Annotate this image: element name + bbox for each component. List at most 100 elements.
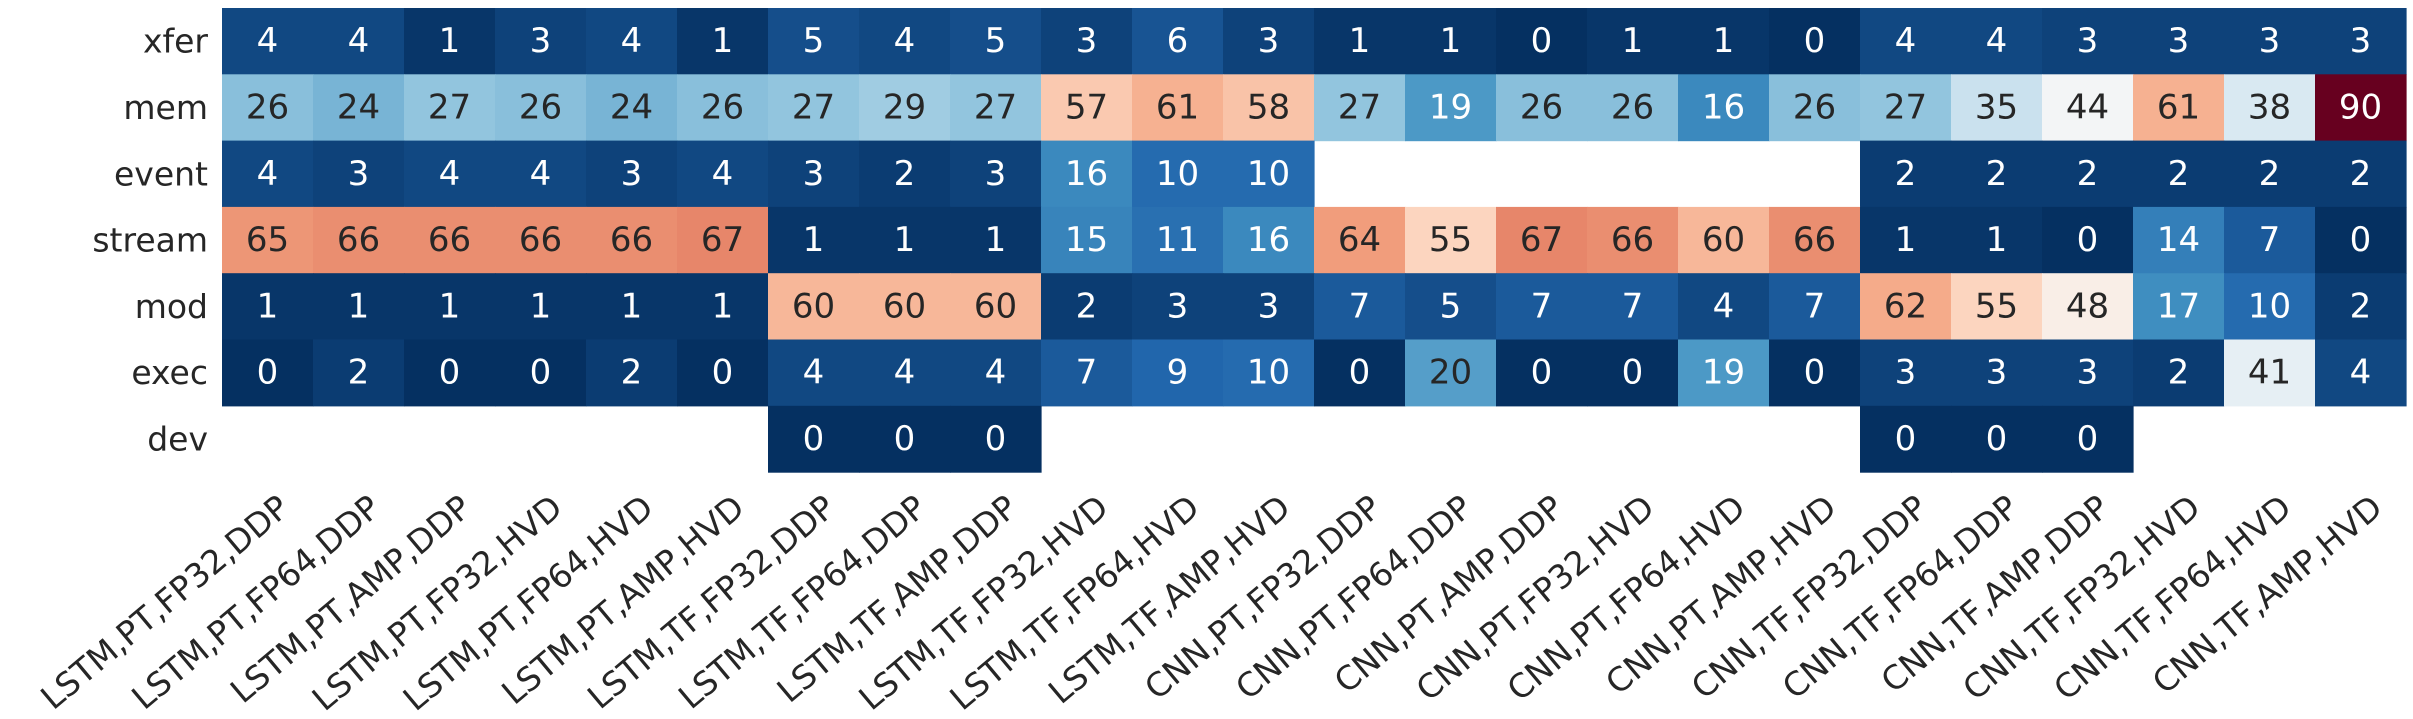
cell-value-label: 0 bbox=[1531, 353, 1553, 393]
cell-value-label: 0 bbox=[1349, 353, 1371, 393]
heatmap-cell bbox=[2133, 339, 2225, 407]
heatmap-cell bbox=[2042, 405, 2134, 473]
heatmap-cell bbox=[586, 339, 678, 407]
heatmap-cell bbox=[859, 8, 951, 75]
heatmap-cell bbox=[2133, 273, 2225, 341]
cell-value-label: 0 bbox=[2077, 220, 2099, 260]
cell-value-label: 55 bbox=[1975, 286, 2018, 326]
heatmap-cell bbox=[677, 74, 769, 142]
heatmap-cell bbox=[1587, 8, 1679, 75]
cell-value-label: 1 bbox=[1349, 21, 1371, 61]
cell-value-label: 1 bbox=[621, 286, 643, 326]
cell-value-label: 1 bbox=[530, 286, 552, 326]
heatmap-cell bbox=[586, 74, 678, 142]
heatmap-cell bbox=[677, 206, 769, 274]
heatmap-cell bbox=[1769, 273, 1861, 341]
cell-value-label: 3 bbox=[621, 154, 643, 194]
heatmap-cell bbox=[1496, 206, 1588, 274]
heatmap-cell bbox=[1223, 339, 1315, 407]
heatmap-cell bbox=[1041, 74, 1133, 142]
cell-value-label: 1 bbox=[439, 286, 461, 326]
heatmap-cell bbox=[768, 140, 860, 208]
cell-value-label: 1 bbox=[985, 220, 1007, 260]
heatmap-cells: 4 4 1 3 4 1 5 4 5 3 6 3 1 1 0 1 1 0 4 4 3 3 3 326 24 27 26 24 26 27 29… bbox=[222, 8, 2407, 473]
heatmap-cell bbox=[1496, 273, 1588, 341]
cell-value-label: 3 bbox=[1167, 286, 1189, 326]
cell-value-label: 4 bbox=[1895, 21, 1917, 61]
heatmap-cell bbox=[404, 206, 496, 274]
cell-value-label: 16 bbox=[1702, 87, 1745, 127]
cell-value-label: 66 bbox=[428, 220, 471, 260]
heatmap-cell bbox=[1769, 339, 1861, 407]
heatmap-cell bbox=[1314, 8, 1406, 75]
cell-value-label: 3 bbox=[2168, 21, 2190, 61]
cell-value-label: 1 bbox=[439, 21, 461, 61]
cell-value-label: 26 bbox=[1611, 87, 1654, 127]
heatmap-cell bbox=[677, 339, 769, 407]
heatmap-cell bbox=[1223, 8, 1315, 75]
cell-value-label: 66 bbox=[519, 220, 562, 260]
row-label: dev bbox=[147, 419, 208, 458]
heatmap-cell bbox=[1314, 339, 1406, 407]
row-labels: xfer mem event stream mod exec dev bbox=[92, 22, 208, 459]
cell-value-label: 5 bbox=[803, 21, 825, 61]
heatmap-cell bbox=[1951, 405, 2043, 473]
heatmap-cell bbox=[2042, 8, 2134, 75]
heatmap-cell bbox=[495, 140, 587, 208]
heatmap-cell bbox=[677, 8, 769, 75]
cell-value-label: 66 bbox=[337, 220, 380, 260]
cell-value-label: 27 bbox=[792, 87, 835, 127]
heatmap-cell bbox=[495, 8, 587, 75]
cell-value-label: 0 bbox=[1895, 419, 1917, 459]
cell-value-label: 26 bbox=[519, 87, 562, 127]
cell-value-label: 27 bbox=[1338, 87, 1381, 127]
heatmap-cell bbox=[1860, 405, 1952, 473]
heatmap-cell bbox=[1405, 339, 1497, 407]
cell-value-label: 66 bbox=[1611, 220, 1654, 260]
cell-value-label: 3 bbox=[2259, 21, 2281, 61]
cell-value-label: 7 bbox=[2259, 220, 2281, 260]
cell-value-label: 2 bbox=[894, 154, 916, 194]
cell-value-label: 7 bbox=[1531, 286, 1553, 326]
heatmap-cell bbox=[1678, 74, 1770, 142]
heatmap-cell bbox=[313, 339, 405, 407]
cell-value-label: 7 bbox=[1622, 286, 1644, 326]
heatmap-cell bbox=[950, 206, 1042, 274]
cell-value-label: 26 bbox=[1793, 87, 1836, 127]
cell-value-label: 4 bbox=[348, 21, 370, 61]
row-label: exec bbox=[131, 353, 208, 392]
heatmap-cell bbox=[2315, 273, 2407, 341]
heatmap-cell bbox=[2224, 140, 2316, 208]
heatmap-cell bbox=[2315, 206, 2407, 274]
heatmap-cell bbox=[1951, 206, 2043, 274]
cell-value-label: 0 bbox=[1986, 419, 2008, 459]
heatmap-cell bbox=[586, 8, 678, 75]
heatmap-cell bbox=[1041, 206, 1133, 274]
heatmap-cell bbox=[768, 206, 860, 274]
cell-value-label: 0 bbox=[1804, 353, 1826, 393]
heatmap-cell bbox=[1041, 140, 1133, 208]
heatmap-cell bbox=[950, 8, 1042, 75]
heatmap-cell bbox=[222, 8, 314, 75]
heatmap-cell bbox=[222, 273, 314, 341]
row-label: xfer bbox=[143, 22, 208, 61]
cell-value-label: 3 bbox=[2077, 21, 2099, 61]
heatmap-cell bbox=[859, 405, 951, 473]
heatmap-cell bbox=[1405, 74, 1497, 142]
heatmap-cell bbox=[1678, 8, 1770, 75]
cell-value-label: 2 bbox=[2350, 154, 2372, 194]
cell-value-label: 2 bbox=[348, 353, 370, 393]
heatmap-cell bbox=[1587, 206, 1679, 274]
heatmap-cell bbox=[404, 140, 496, 208]
cell-value-label: 2 bbox=[2259, 154, 2281, 194]
cell-value-label: 5 bbox=[985, 21, 1007, 61]
heatmap-cell bbox=[1769, 8, 1861, 75]
cell-value-label: 3 bbox=[1986, 353, 2008, 393]
cell-value-label: 20 bbox=[1429, 353, 1472, 393]
cell-value-label: 2 bbox=[2168, 353, 2190, 393]
heatmap-cell bbox=[1496, 8, 1588, 75]
cell-value-label: 1 bbox=[712, 286, 734, 326]
heatmap-cell bbox=[404, 273, 496, 341]
cell-value-label: 4 bbox=[985, 353, 1007, 393]
